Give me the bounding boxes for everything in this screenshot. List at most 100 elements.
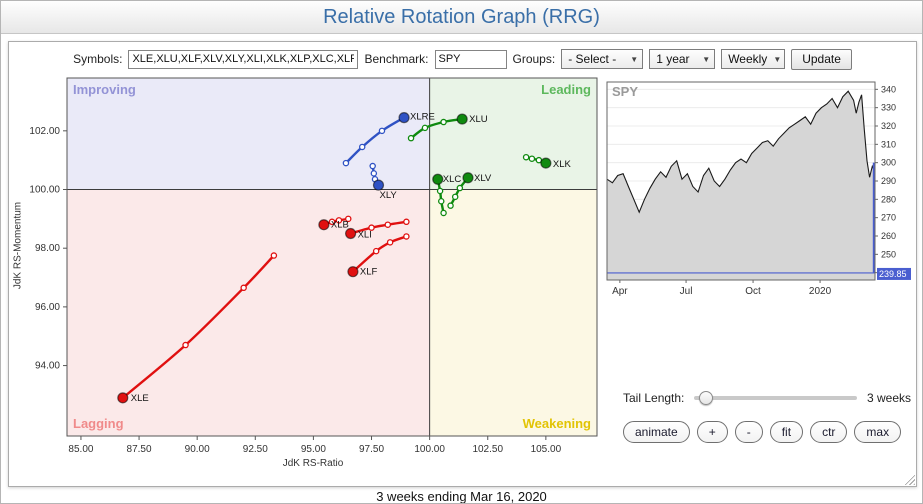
spy-y-tick-label: 250: [881, 249, 896, 259]
series-XLU-point: [421, 124, 429, 132]
chevron-down-icon: ▼: [630, 54, 639, 64]
series-XLE-marker[interactable]: [117, 392, 129, 404]
series-XLC-point: [440, 209, 447, 217]
series-XLK-marker[interactable]: [540, 157, 552, 169]
series-XLI-tail: [349, 220, 408, 235]
rrg-y-tick-label: 96.00: [35, 302, 60, 313]
series-XLV-tail: [449, 176, 470, 207]
rrg-chart: 85.00 87.50 90.00 92.50 95.00 97.50 100.00 102.…: [29, 77, 598, 455]
zoom-out-button[interactable]: -: [734, 421, 763, 443]
date-range-select-value: 1 year: [656, 52, 690, 66]
symbols-input[interactable]: [128, 49, 359, 69]
series-XLK-label: XLK: [553, 159, 572, 170]
quadrant-leading: [429, 78, 597, 190]
series-XLRE-point: [342, 159, 350, 167]
frequency-select[interactable]: Weekly ▼: [721, 49, 786, 69]
rrg-x-tick-label: 92.50: [243, 444, 268, 455]
series-XLY-point: [370, 170, 378, 177]
fit-button[interactable]: fit: [769, 421, 804, 443]
quadrant-label-improving: Improving: [73, 82, 136, 97]
series-XLF-point: [403, 233, 410, 240]
series-XLF-marker[interactable]: [347, 266, 359, 278]
groups-select-value: - Select -: [568, 52, 617, 66]
series-XLF-label: XLF: [360, 267, 378, 278]
spy-x-tick-label: Jul: [680, 286, 693, 297]
series-XLV-marker[interactable]: [462, 172, 474, 184]
series-XLC-point: [438, 197, 445, 205]
spy-y-tick-label: 290: [881, 176, 896, 186]
series-XLI-marker[interactable]: [344, 227, 357, 240]
spy-title: SPY: [612, 84, 638, 99]
series-XLV-point: [447, 202, 454, 209]
series-XLK-point: [528, 155, 536, 162]
series-XLF-tail: [351, 235, 408, 273]
tail-length-slider[interactable]: [694, 391, 857, 405]
series-XLB-point: [345, 215, 352, 223]
zoom-in-button[interactable]: +: [696, 421, 728, 443]
rrg-x-tick-label: 90.00: [185, 444, 210, 455]
series-XLY-label: XLY: [379, 190, 397, 201]
series-XLU-marker[interactable]: [456, 113, 468, 125]
groups-label: Groups:: [512, 52, 556, 66]
rrg-x-tick-label: 105.00: [531, 444, 562, 455]
animate-button[interactable]: animate: [623, 421, 690, 443]
series-XLB-marker[interactable]: [318, 219, 330, 231]
series-XLV-label: XLV: [474, 173, 492, 184]
update-button[interactable]: Update: [791, 48, 852, 70]
toolbar: Symbols: Benchmark: Groups: - Select - ▼…: [9, 47, 916, 71]
slider-thumb-icon[interactable]: [698, 391, 713, 405]
series-XLI-point: [368, 224, 375, 231]
series-XLU-point: [407, 134, 415, 142]
rrg-x-tick-label: 87.50: [127, 444, 152, 455]
series-XLE-point: [182, 341, 189, 349]
spy-chart: 240250260270280290300310320330340239.85A…: [606, 81, 911, 297]
rrg-x-tick-label: 100.00: [414, 444, 445, 455]
spy-y-tick-label: 260: [881, 231, 896, 241]
benchmark-label: Benchmark:: [364, 52, 429, 66]
groups-select[interactable]: - Select - ▼: [561, 49, 644, 69]
series-XLY-point: [369, 162, 376, 170]
rrg-y-tick-label: 100.00: [29, 185, 60, 196]
date-range-select[interactable]: 1 year ▼: [649, 49, 716, 69]
spy-last-price-label: 239.85: [879, 269, 907, 279]
spy-x-tick-label: Oct: [745, 286, 761, 297]
series-XLE-point: [270, 252, 278, 259]
spy-y-tick-label: 270: [881, 213, 896, 223]
spy-y-tick-label: 310: [881, 139, 896, 149]
series-XLC-marker[interactable]: [432, 173, 444, 185]
series-XLI-point: [384, 221, 392, 228]
footer-caption: 3 weeks ending Mar 16, 2020: [376, 489, 547, 504]
series-XLK-point: [522, 153, 530, 161]
series-XLRE-tail: [344, 116, 406, 165]
rrg-x-axis-title: JdK RS-Ratio: [282, 458, 344, 469]
quadrant-improving: [67, 78, 430, 190]
right-column: 240250260270280290300310320330340239.85A…: [603, 78, 915, 482]
rrg-x-tick-label: 95.00: [301, 444, 326, 455]
rrg-x-tick-label: 85.00: [68, 444, 93, 455]
maximize-button[interactable]: max: [854, 421, 902, 443]
tail-length-label: Tail Length:: [623, 391, 685, 405]
spy-y-tick-label: 330: [881, 103, 896, 113]
spy-y-tick-label: 300: [881, 158, 896, 168]
series-XLRE-marker[interactable]: [398, 112, 410, 124]
series-XLI-point: [403, 218, 410, 226]
quadrant-label-lagging: Lagging: [73, 416, 124, 431]
frequency-select-value: Weekly: [728, 52, 768, 66]
quadrant-label-leading: Leading: [541, 82, 591, 97]
spy-y-tick-label: 320: [881, 121, 896, 131]
spy-last-price-tag: [877, 267, 911, 280]
series-XLY-marker[interactable]: [372, 179, 385, 191]
series-XLB-point: [335, 217, 343, 224]
rrg-y-tick-label: 98.00: [35, 243, 60, 254]
tail-length-row: Tail Length: 3 weeks: [623, 391, 911, 405]
app-header: Relative Rotation Graph (RRG): [1, 1, 922, 34]
series-XLF-point: [386, 239, 394, 246]
spy-area: [607, 91, 875, 280]
benchmark-input[interactable]: [434, 49, 507, 69]
center-button[interactable]: ctr: [810, 421, 848, 443]
series-XLE-point: [240, 284, 247, 292]
series-XLC-point: [436, 187, 444, 195]
rrg-x-tick-label: 102.50: [472, 444, 503, 455]
chart-controls: animate + - fit ctr max: [623, 421, 902, 443]
